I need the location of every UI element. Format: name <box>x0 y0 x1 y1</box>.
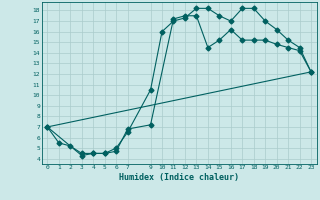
X-axis label: Humidex (Indice chaleur): Humidex (Indice chaleur) <box>119 173 239 182</box>
